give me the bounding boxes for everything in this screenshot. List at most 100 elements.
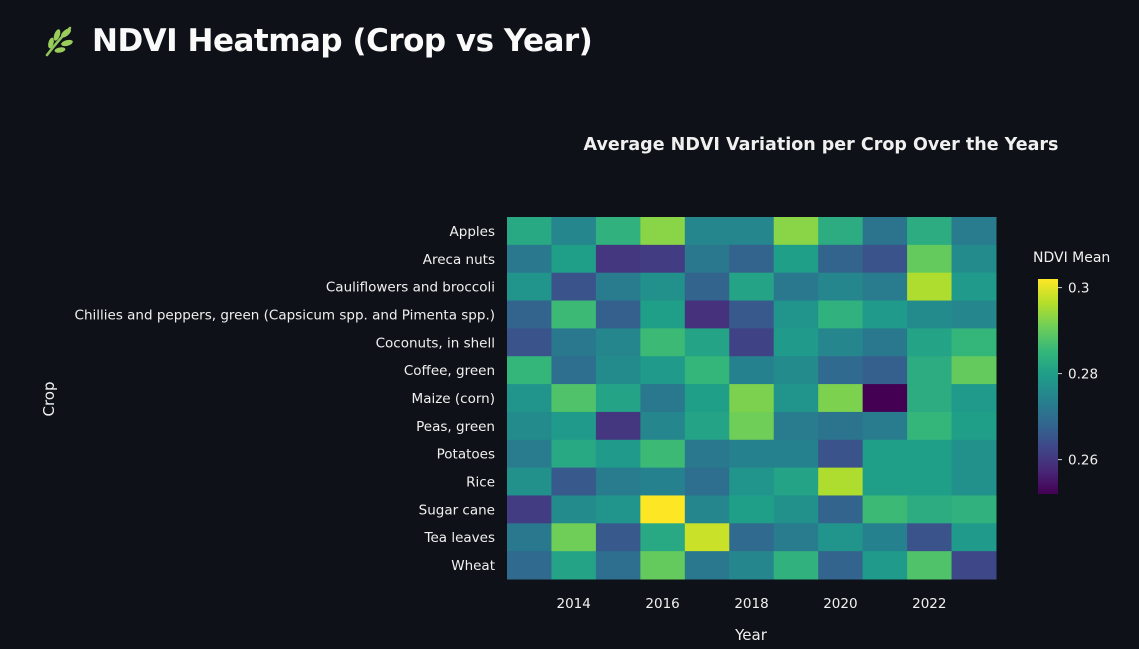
heatmap-cell [951,272,997,302]
heatmap-cell [862,523,908,552]
heatmap-cell [640,300,686,329]
heatmap-cell [551,439,597,469]
heatmap-cell [773,300,819,329]
heatmap-cell [818,300,864,329]
colorbar-tick-label: 0.3 [1068,281,1089,297]
heatmap-cell [684,439,730,469]
heatmap-cell [773,467,819,496]
heatmap-cell [773,439,819,469]
colorbar-ticks: 0.26 0.28 0.3 [1058,281,1098,469]
heatmap-cell [551,356,597,385]
heatmap-cell [595,244,641,274]
heatmap-cell [951,411,997,441]
heatmap-cell [640,523,686,552]
heatmap-cell [862,495,908,524]
heatmap-cell [595,272,641,302]
heatmap-cell [773,411,819,441]
heatmap-cell [907,467,953,496]
heatmap-cell [862,244,908,274]
heatmap-cell [551,384,597,413]
heatmap-cell [551,272,597,302]
heatmap-cell [507,300,552,329]
heatmap-cell [729,467,775,496]
heatmap-cell [951,439,997,469]
heatmap-cell [595,328,641,357]
heatmap-cell [507,328,552,357]
y-tick-label: Coffee, green [404,363,495,379]
colorbar-title: NDVI Mean [1033,250,1110,266]
heatmap-cell [551,217,597,246]
x-tick-label: 2014 [557,596,591,612]
heatmap-cell [773,384,819,413]
heatmap-cell [684,523,730,552]
heatmap-cell [684,244,730,274]
heatmap-cell [507,272,552,302]
heatmap-cell [907,384,953,413]
heatmap-cell [551,467,597,496]
heatmap-cell [729,384,775,413]
page-title: NDVI Heatmap (Crop vs Year) [92,23,593,59]
heatmap-cell [640,328,686,357]
heatmap-cells [507,217,997,580]
heatmap-cell [640,467,686,496]
heatmap-cell [907,439,953,469]
heatmap-cell [862,328,908,357]
heatmap-cell [507,244,552,274]
heatmap-cell [907,272,953,302]
heatmap-cell [684,328,730,357]
heatmap-cell [818,217,864,246]
heatmap-cell [862,272,908,302]
heatmap-cell [907,551,953,580]
x-tick-label: 2022 [912,596,946,612]
heatmap-cell [551,523,597,552]
heatmap-cell [862,551,908,580]
heatmap-cell [507,523,552,552]
heatmap-cell [907,328,953,357]
heatmap-cell [729,328,775,357]
x-tick-label: 2016 [645,596,679,612]
heatmap-cell [551,328,597,357]
heatmap-cell [951,551,997,580]
heatmap-cell [551,551,597,580]
heatmap-cell [551,244,597,274]
heatmap-cell [595,551,641,580]
heatmap-cell [907,411,953,441]
heatmap-cell [507,384,552,413]
heatmap-cell [507,439,552,469]
heatmap-cell [773,244,819,274]
heatmap-cell [551,300,597,329]
heatmap-cell [507,551,552,580]
y-tick-label: Cauliflowers and broccoli [326,280,495,296]
heatmap-cell [729,439,775,469]
heatmap-cell [729,244,775,274]
leaf-icon [42,24,76,58]
heatmap-cell [684,217,730,246]
heatmap-cell [818,551,864,580]
heatmap-cell [951,300,997,329]
y-tick-label: Potatoes [437,447,495,463]
colorbar-gradient [1038,279,1058,494]
heatmap-cell [951,244,997,274]
heatmap-cell [551,411,597,441]
heatmap-cell [595,384,641,413]
heatmap-cell [507,217,552,246]
heatmap-cell [862,356,908,385]
heatmap-cell [773,272,819,302]
heatmap-cell [818,244,864,274]
heatmap-cell [595,523,641,552]
chart-title: Average NDVI Variation per Crop Over the… [584,135,1059,155]
heatmap-cell [684,411,730,441]
heatmap-cell [818,411,864,441]
heatmap-cell [907,356,953,385]
x-tick-labels: 2014 2016 2018 2020 2022 [557,596,947,612]
heatmap-cell [684,551,730,580]
y-tick-label: Chillies and peppers, green (Capsicum sp… [75,307,495,323]
heatmap-cell [640,244,686,274]
heatmap-cell [907,244,953,274]
heatmap-cell [818,384,864,413]
heatmap-cell [551,495,597,524]
heatmap-cell [818,439,864,469]
heatmap-cell [951,523,997,552]
colorbar: NDVI Mean 0.26 0.28 0.3 [1033,250,1110,494]
